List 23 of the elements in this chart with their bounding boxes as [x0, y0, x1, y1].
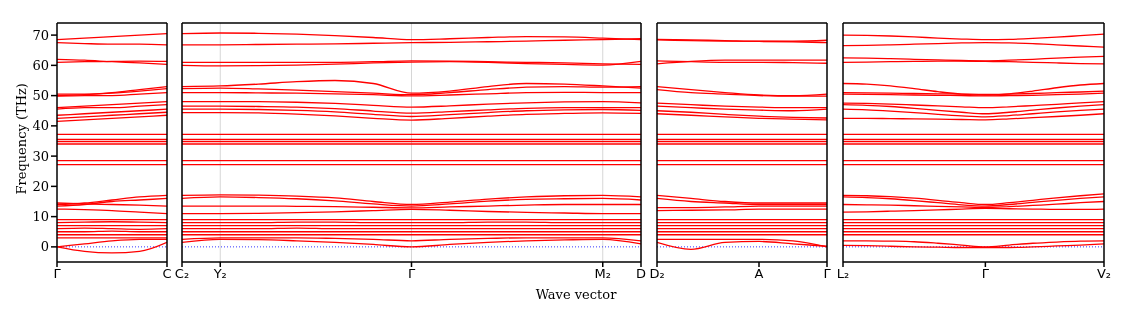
- x-axis-title: Wave vector: [534, 287, 618, 302]
- x-tick-label: A: [754, 266, 764, 282]
- y-tick-label: 40: [32, 118, 49, 134]
- y-tick-label: 60: [32, 57, 49, 73]
- x-tick-label: M₂: [594, 266, 611, 282]
- x-tick-label: D: [635, 266, 647, 282]
- x-tick-label: Γ: [407, 266, 416, 282]
- y-tick-label: 0: [40, 239, 49, 255]
- x-tick-label: C₂: [174, 266, 190, 282]
- x-tick-label: D₂: [649, 266, 665, 282]
- x-tick-label: Y₂: [212, 266, 227, 282]
- x-tick-label: C: [162, 266, 172, 282]
- y-tick-label: 30: [32, 148, 49, 164]
- y-tick-label: 50: [32, 88, 49, 104]
- y-tick-label: 10: [32, 209, 49, 225]
- x-tick-label: Γ: [823, 266, 832, 282]
- x-tick-label: L₂: [836, 266, 850, 282]
- y-axis-title: Frequency (THz): [13, 83, 29, 195]
- y-tick-label: 70: [32, 27, 49, 43]
- x-tick-label: Γ: [981, 266, 990, 282]
- x-tick-label: Γ: [53, 266, 62, 282]
- y-tick-label: 20: [32, 178, 49, 194]
- x-tick-label: V₂: [1096, 266, 1112, 282]
